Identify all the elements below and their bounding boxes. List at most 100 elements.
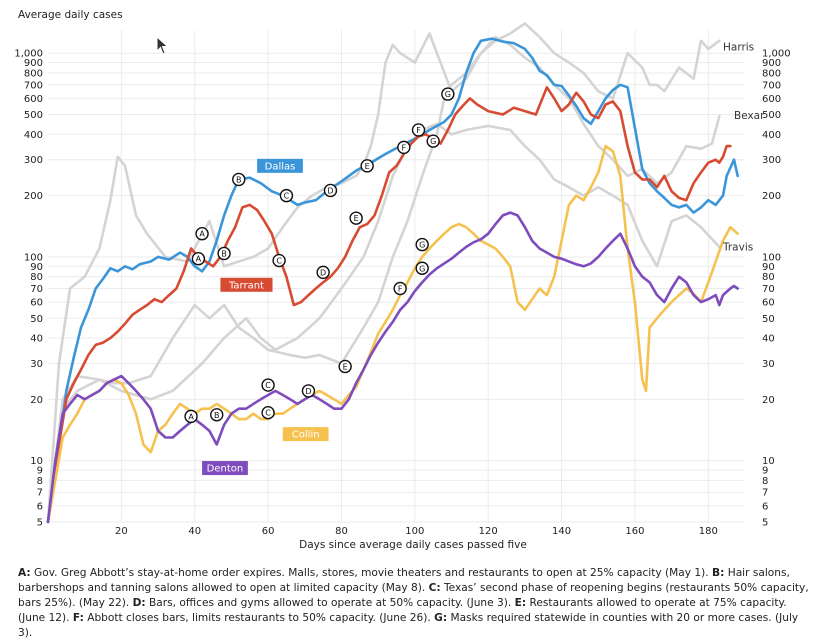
- event-marker: [261, 378, 275, 392]
- note-text: Bars, offices and gyms allowed to operat…: [145, 597, 515, 609]
- y-tick-label: 60: [30, 298, 43, 309]
- y-tick-label: 20: [762, 395, 775, 406]
- series-lines: [46, 22, 740, 524]
- y-tick-label: 100: [24, 252, 43, 263]
- note-text: Abbott closes bars, limits restaurants t…: [83, 612, 435, 624]
- x-tick-label: 100: [405, 526, 424, 537]
- event-marker: [232, 172, 246, 187]
- event-marker: [301, 384, 316, 398]
- y-tick-label: 9: [762, 465, 768, 476]
- series-label: Denton: [207, 464, 244, 475]
- x-axis-title: Days since average daily cases passed fi…: [299, 539, 527, 551]
- series-line: [46, 144, 740, 524]
- y-tick-label: 30: [762, 359, 775, 370]
- note-text: Gov. Greg Abbott’s stay-at-home order ex…: [30, 567, 713, 579]
- event-marker-letter: C: [265, 409, 271, 418]
- event-marker-letter: C: [276, 257, 282, 266]
- series-label: Travis: [722, 241, 753, 253]
- y-tick-label: 7: [762, 488, 768, 499]
- note-key: D:: [132, 597, 146, 609]
- event-marker-letter: E: [365, 162, 370, 171]
- y-tick-label: 1,000: [14, 49, 43, 60]
- event-marker-letter: G: [430, 137, 436, 146]
- series-label: Dallas: [265, 161, 296, 172]
- y-tick-label: 7: [37, 488, 43, 499]
- event-marker-letter: G: [419, 264, 425, 273]
- event-marker-letter: F: [416, 126, 421, 135]
- y-tick-label: 50: [762, 314, 775, 325]
- event-marker: [217, 246, 231, 261]
- series-label: Harris: [723, 42, 754, 54]
- event-marker-letter: B: [221, 249, 227, 258]
- series-line: [46, 22, 721, 524]
- event-marker: [191, 252, 206, 266]
- event-marker-letter: D: [327, 186, 333, 195]
- event-marker: [411, 123, 426, 137]
- series-label: Bexar: [734, 110, 765, 122]
- event-marker-letter: A: [196, 255, 202, 264]
- x-axis-labels: 20 40 60 80 100 120 140 160 180: [115, 526, 718, 537]
- y-tick-label: 9: [37, 465, 43, 476]
- y-tick-label: 200: [762, 191, 781, 202]
- event-marker-letter: G: [419, 241, 425, 250]
- y-tick-label: 600: [24, 94, 43, 105]
- note-key: B:: [712, 567, 725, 579]
- note-text: Texas’ second phase of reopening begins …: [18, 582, 809, 609]
- event-marker-letter: E: [354, 214, 359, 223]
- event-marker: [210, 408, 224, 422]
- event-marker-letter: G: [445, 90, 451, 99]
- y-tick-label: 8: [37, 476, 43, 487]
- x-tick-label: 80: [335, 526, 348, 537]
- event-marker-letter: C: [284, 192, 290, 201]
- y-tick-label: 100: [762, 252, 781, 263]
- y-tick-label: 400: [762, 130, 781, 141]
- y-tick-label: 700: [24, 80, 43, 91]
- event-marker: [415, 237, 429, 252]
- x-tick-label: 160: [625, 526, 644, 537]
- event-marker: [426, 134, 440, 148]
- event-marker: [272, 253, 286, 268]
- y-tick-label: 400: [24, 130, 43, 141]
- y-tick-label: 6: [37, 501, 43, 512]
- event-marker: [338, 359, 352, 374]
- y-tick-label: 1,000: [762, 49, 791, 60]
- y-tick-label: 30: [30, 359, 43, 370]
- y-tick-label: 5: [37, 518, 43, 529]
- y-tick-label: 90: [762, 262, 775, 273]
- event-marker-letter: E: [343, 362, 348, 371]
- series-label-box: [202, 461, 248, 476]
- y-tick-label: 70: [30, 284, 43, 295]
- event-marker: [415, 261, 429, 275]
- event-marker: [261, 405, 275, 420]
- y-tick-label: 300: [24, 155, 43, 166]
- series-label-box: [220, 277, 273, 292]
- y-tick-label: 70: [762, 284, 775, 295]
- y-tick-label: 10: [762, 456, 775, 467]
- event-marker: [397, 140, 411, 155]
- y-tick-label: 700: [762, 80, 781, 91]
- series-label-box: [257, 158, 303, 173]
- y-tick-label: 900: [24, 58, 43, 69]
- event-marker-letter: F: [402, 143, 407, 152]
- event-marker-letter: B: [214, 411, 220, 420]
- x-tick-label: 120: [479, 526, 498, 537]
- event-marker-letter: C: [265, 381, 271, 390]
- y-tick-label: 40: [30, 334, 43, 345]
- event-marker: [360, 159, 374, 173]
- y-tick-label: 20: [30, 395, 43, 406]
- y-tick-label: 6: [762, 501, 768, 512]
- event-marker-letter: D: [305, 387, 311, 396]
- y-tick-label: 50: [30, 314, 43, 325]
- note-key: G:: [434, 612, 448, 624]
- event-marker: [441, 87, 455, 101]
- annotation-notes: A: Gov. Greg Abbott’s stay-at-home order…: [18, 566, 812, 641]
- note-key: F:: [72, 612, 84, 624]
- x-tick-label: 20: [115, 526, 128, 537]
- y-tick-label: 600: [762, 94, 781, 105]
- event-marker-letter: F: [398, 285, 403, 294]
- event-marker: [184, 409, 198, 424]
- y-tick-label: 800: [24, 68, 43, 79]
